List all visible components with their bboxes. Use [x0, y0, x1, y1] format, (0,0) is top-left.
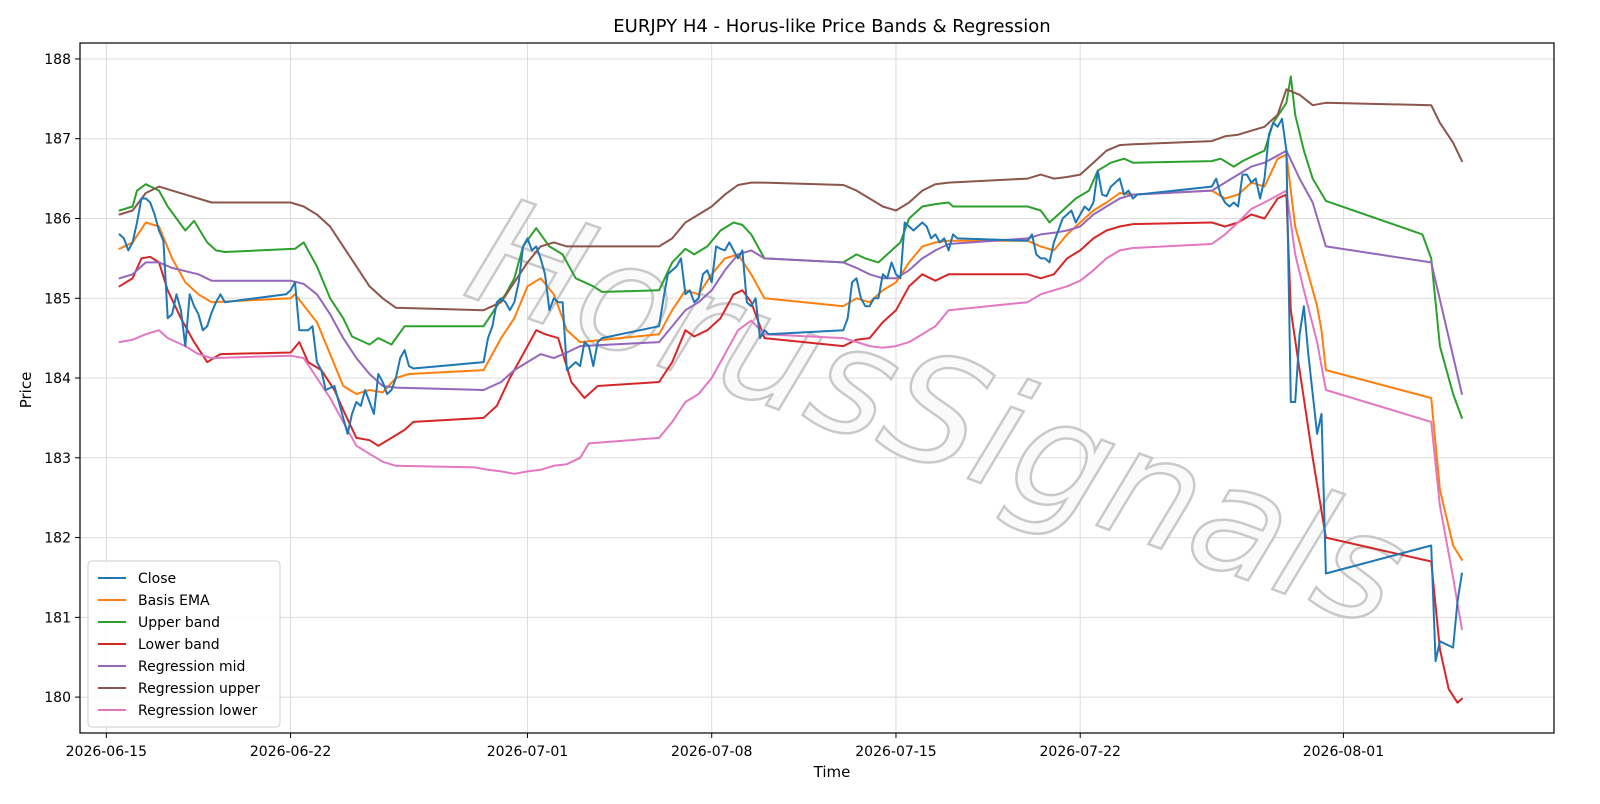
x-axis-label: Time	[813, 763, 851, 781]
y-tick-label: 180	[44, 690, 71, 706]
x-axis-ticks: 2026-06-15 2026-06-22 2026-07-01 2026-07-08…	[66, 733, 1384, 760]
y-tick-label: 184	[44, 371, 71, 387]
legend: Close Basis EMA Upper band Lower band Regres…	[87, 560, 281, 728]
legend-label: Close	[138, 571, 176, 587]
series-line-regression-mid	[118, 149, 1463, 395]
y-tick-label: 182	[44, 531, 71, 547]
x-tick-label: 2026-07-01	[487, 744, 568, 760]
series-line-close	[118, 117, 1463, 663]
legend-label: Regression lower	[138, 703, 258, 719]
series-line-regression-upper	[118, 88, 1463, 312]
chart-title: EURJPY H4 - Horus-like Price Bands & Reg…	[613, 16, 1050, 37]
y-tick-label: 185	[44, 291, 71, 307]
y-tick-label: 187	[44, 132, 71, 148]
series-line-basis-ema	[118, 153, 1463, 561]
legend-label: Regression mid	[138, 659, 245, 675]
y-tick-label: 181	[44, 610, 71, 626]
grid-layer	[80, 43, 1554, 733]
series-layer	[118, 75, 1463, 704]
plot-area-frame	[79, 42, 1555, 734]
y-tick-label: 186	[44, 211, 71, 227]
legend-label: Basis EMA	[138, 593, 210, 609]
series-line-lower-band	[118, 193, 1463, 704]
y-axis-ticks: 180 181 182 183 184 185 186 187 188	[44, 52, 80, 706]
series-line-regression-lower	[118, 189, 1463, 631]
y-tick-label: 183	[44, 451, 71, 467]
legend-label: Regression upper	[138, 681, 260, 697]
y-tick-label: 188	[44, 52, 71, 68]
legend-label: Upper band	[138, 615, 220, 631]
y-axis-label: Price	[17, 372, 35, 409]
x-tick-label: 2026-06-15	[66, 744, 147, 760]
x-tick-label: 2026-07-15	[855, 744, 936, 760]
x-tick-label: 2026-07-22	[1040, 744, 1121, 760]
legend-box	[87, 560, 281, 728]
x-tick-label: 2026-06-22	[250, 744, 331, 760]
series-line-upper-band	[118, 75, 1463, 419]
legend-label: Lower band	[138, 637, 220, 653]
x-tick-label: 2026-08-01	[1303, 744, 1384, 760]
x-tick-label: 2026-07-08	[671, 744, 752, 760]
